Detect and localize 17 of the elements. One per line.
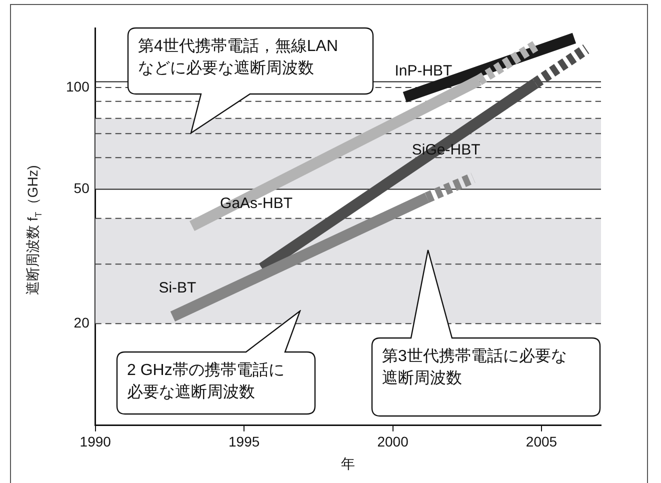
x-axis-title: 年 bbox=[341, 455, 356, 472]
x-tick-label: 1990 bbox=[80, 434, 112, 450]
x-tick-label: 2000 bbox=[377, 434, 409, 450]
series-label: Si-BT bbox=[158, 280, 196, 297]
annotation: 第4世代携帯電話，無線LANなどに必要な遮断周波数 bbox=[138, 36, 340, 79]
speech-bubble: 第3世代携帯電話に必要な遮断周波数 bbox=[371, 249, 601, 417]
annotation: 第3世代携帯電話に必要な遮断周波数 bbox=[382, 346, 568, 389]
y-tick-label: 100 bbox=[66, 78, 90, 94]
x-tick-label: 1995 bbox=[228, 434, 260, 450]
y-tick-label: 50 bbox=[74, 180, 90, 196]
speech-bubble: 第4世代携帯電話，無線LANなどに必要な遮断周波数 bbox=[127, 27, 374, 134]
y-tick-label: 20 bbox=[74, 314, 90, 331]
annotation: 2 GHz帯の携帯電話に必要な遮断周波数 bbox=[127, 360, 286, 403]
speech-bubble: 2 GHz帯の携帯電話に必要な遮断周波数 bbox=[116, 310, 316, 415]
series-label: InP-HBT bbox=[394, 62, 452, 80]
series-label: GaAs-HBT bbox=[220, 195, 293, 212]
x-tick-label: 2005 bbox=[526, 434, 558, 450]
